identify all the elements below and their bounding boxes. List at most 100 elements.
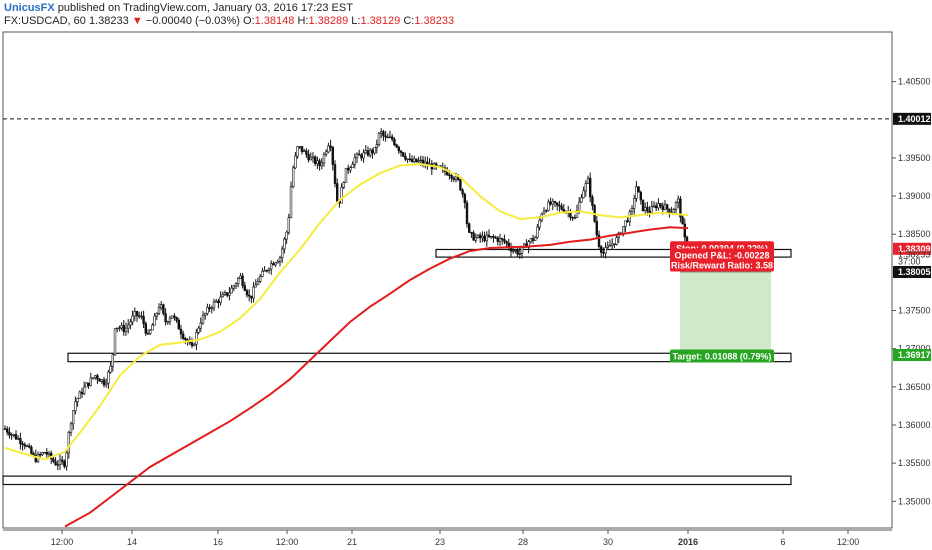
author-name[interactable]: UnicusFX	[4, 2, 55, 14]
candle-123	[274, 262, 277, 267]
candle-122	[272, 261, 275, 266]
candle-56	[127, 319, 130, 334]
candle-body-223	[494, 237, 497, 239]
candle-body-204	[452, 177, 455, 180]
candle-172	[382, 129, 385, 141]
candle-body-128	[285, 231, 288, 240]
candle-body-62	[140, 315, 143, 318]
candle-96	[215, 298, 218, 303]
candle-body-132	[294, 155, 297, 169]
candle-113	[252, 281, 255, 303]
candle-body-252	[558, 204, 561, 207]
candle-body-97	[217, 300, 220, 304]
candle-body-293	[648, 210, 651, 214]
candle-body-239	[529, 238, 533, 243]
candle-3	[10, 432, 13, 440]
candle-176	[390, 134, 394, 142]
candle-body-81	[182, 333, 185, 339]
candle-86	[193, 342, 196, 347]
y-tick-label-4: 1.37500	[898, 306, 931, 316]
candle-296	[654, 202, 658, 212]
candle-133	[296, 146, 299, 159]
candle-body-63	[142, 315, 145, 324]
candle-body-64	[144, 323, 147, 334]
candle-body-258	[571, 217, 574, 219]
x-tick-label-7: 30	[603, 537, 613, 547]
candle-body-79	[177, 320, 180, 330]
candle-body-277	[613, 243, 616, 245]
candle-body-86	[193, 343, 196, 346]
candle-101	[226, 292, 229, 298]
candle-body-98	[219, 296, 222, 304]
candle-35	[80, 387, 84, 399]
candle-114	[254, 279, 257, 288]
candle-0	[3, 425, 7, 430]
candle-body-103	[230, 287, 233, 294]
candle-245	[542, 207, 546, 215]
candle-29	[67, 430, 71, 459]
candle-285	[630, 205, 634, 217]
candle-body-9	[23, 444, 26, 447]
candle-43	[98, 378, 101, 382]
candle-92	[206, 303, 209, 316]
candle-89	[199, 317, 202, 332]
candle-body-184	[408, 158, 411, 161]
candle-body-190	[421, 159, 425, 165]
candle-160	[355, 152, 359, 164]
candle-body-1	[6, 428, 9, 433]
candle-body-251	[555, 202, 559, 206]
candle-body-120	[267, 268, 271, 271]
candle-body-302	[668, 208, 671, 213]
candle-241	[533, 235, 537, 241]
ma-slow-line	[64, 226, 689, 528]
candle-170	[377, 131, 381, 147]
candle-body-74	[166, 321, 169, 323]
price-badge-label-0: 1.40012	[898, 114, 931, 124]
candle-body-250	[553, 201, 557, 204]
candle-body-65	[146, 333, 150, 335]
candle-body-203	[450, 175, 453, 179]
candle-222	[492, 234, 495, 243]
candle-203	[450, 174, 453, 182]
candle-11	[27, 443, 31, 449]
candle-100	[223, 290, 227, 296]
candle-252	[558, 200, 561, 212]
candle-body-168	[373, 147, 376, 154]
candle-214	[474, 233, 477, 243]
candle-158	[351, 161, 354, 168]
candle-127	[283, 236, 286, 254]
candle-61	[138, 311, 141, 319]
candle-82	[184, 337, 187, 345]
candle-294	[650, 200, 654, 214]
candle-259	[573, 214, 577, 220]
candle-143	[318, 158, 321, 171]
candle-140	[311, 152, 315, 163]
price-change: −0.00040 (−0.03%)	[145, 15, 240, 27]
candle-body-163	[362, 152, 365, 159]
price-badge-4	[893, 265, 931, 278]
candle-body-45	[102, 379, 106, 386]
candle-60	[135, 310, 139, 322]
candle-body-47	[107, 371, 110, 384]
candle-44	[100, 379, 104, 384]
ma-fast-line	[4, 162, 689, 461]
candle-171	[379, 128, 383, 139]
candle-body-283	[626, 220, 629, 222]
candle-body-241	[533, 237, 537, 241]
candle-body-39	[89, 377, 93, 386]
candle-116	[258, 274, 262, 284]
candle-body-14	[34, 455, 38, 462]
symbol-label[interactable]: FX:USDCAD, 60	[4, 15, 86, 27]
last-price: 1.38233	[88, 15, 129, 27]
candle-body-56	[127, 324, 130, 329]
candle-138	[307, 149, 310, 163]
candle-body-4	[12, 434, 15, 436]
candle-body-306	[676, 198, 680, 203]
candle-142	[316, 156, 319, 170]
candle-8	[21, 440, 24, 451]
candle-body-247	[547, 201, 550, 211]
candle-body-96	[215, 300, 218, 303]
candle-173	[384, 130, 387, 142]
candle-body-134	[298, 146, 301, 148]
